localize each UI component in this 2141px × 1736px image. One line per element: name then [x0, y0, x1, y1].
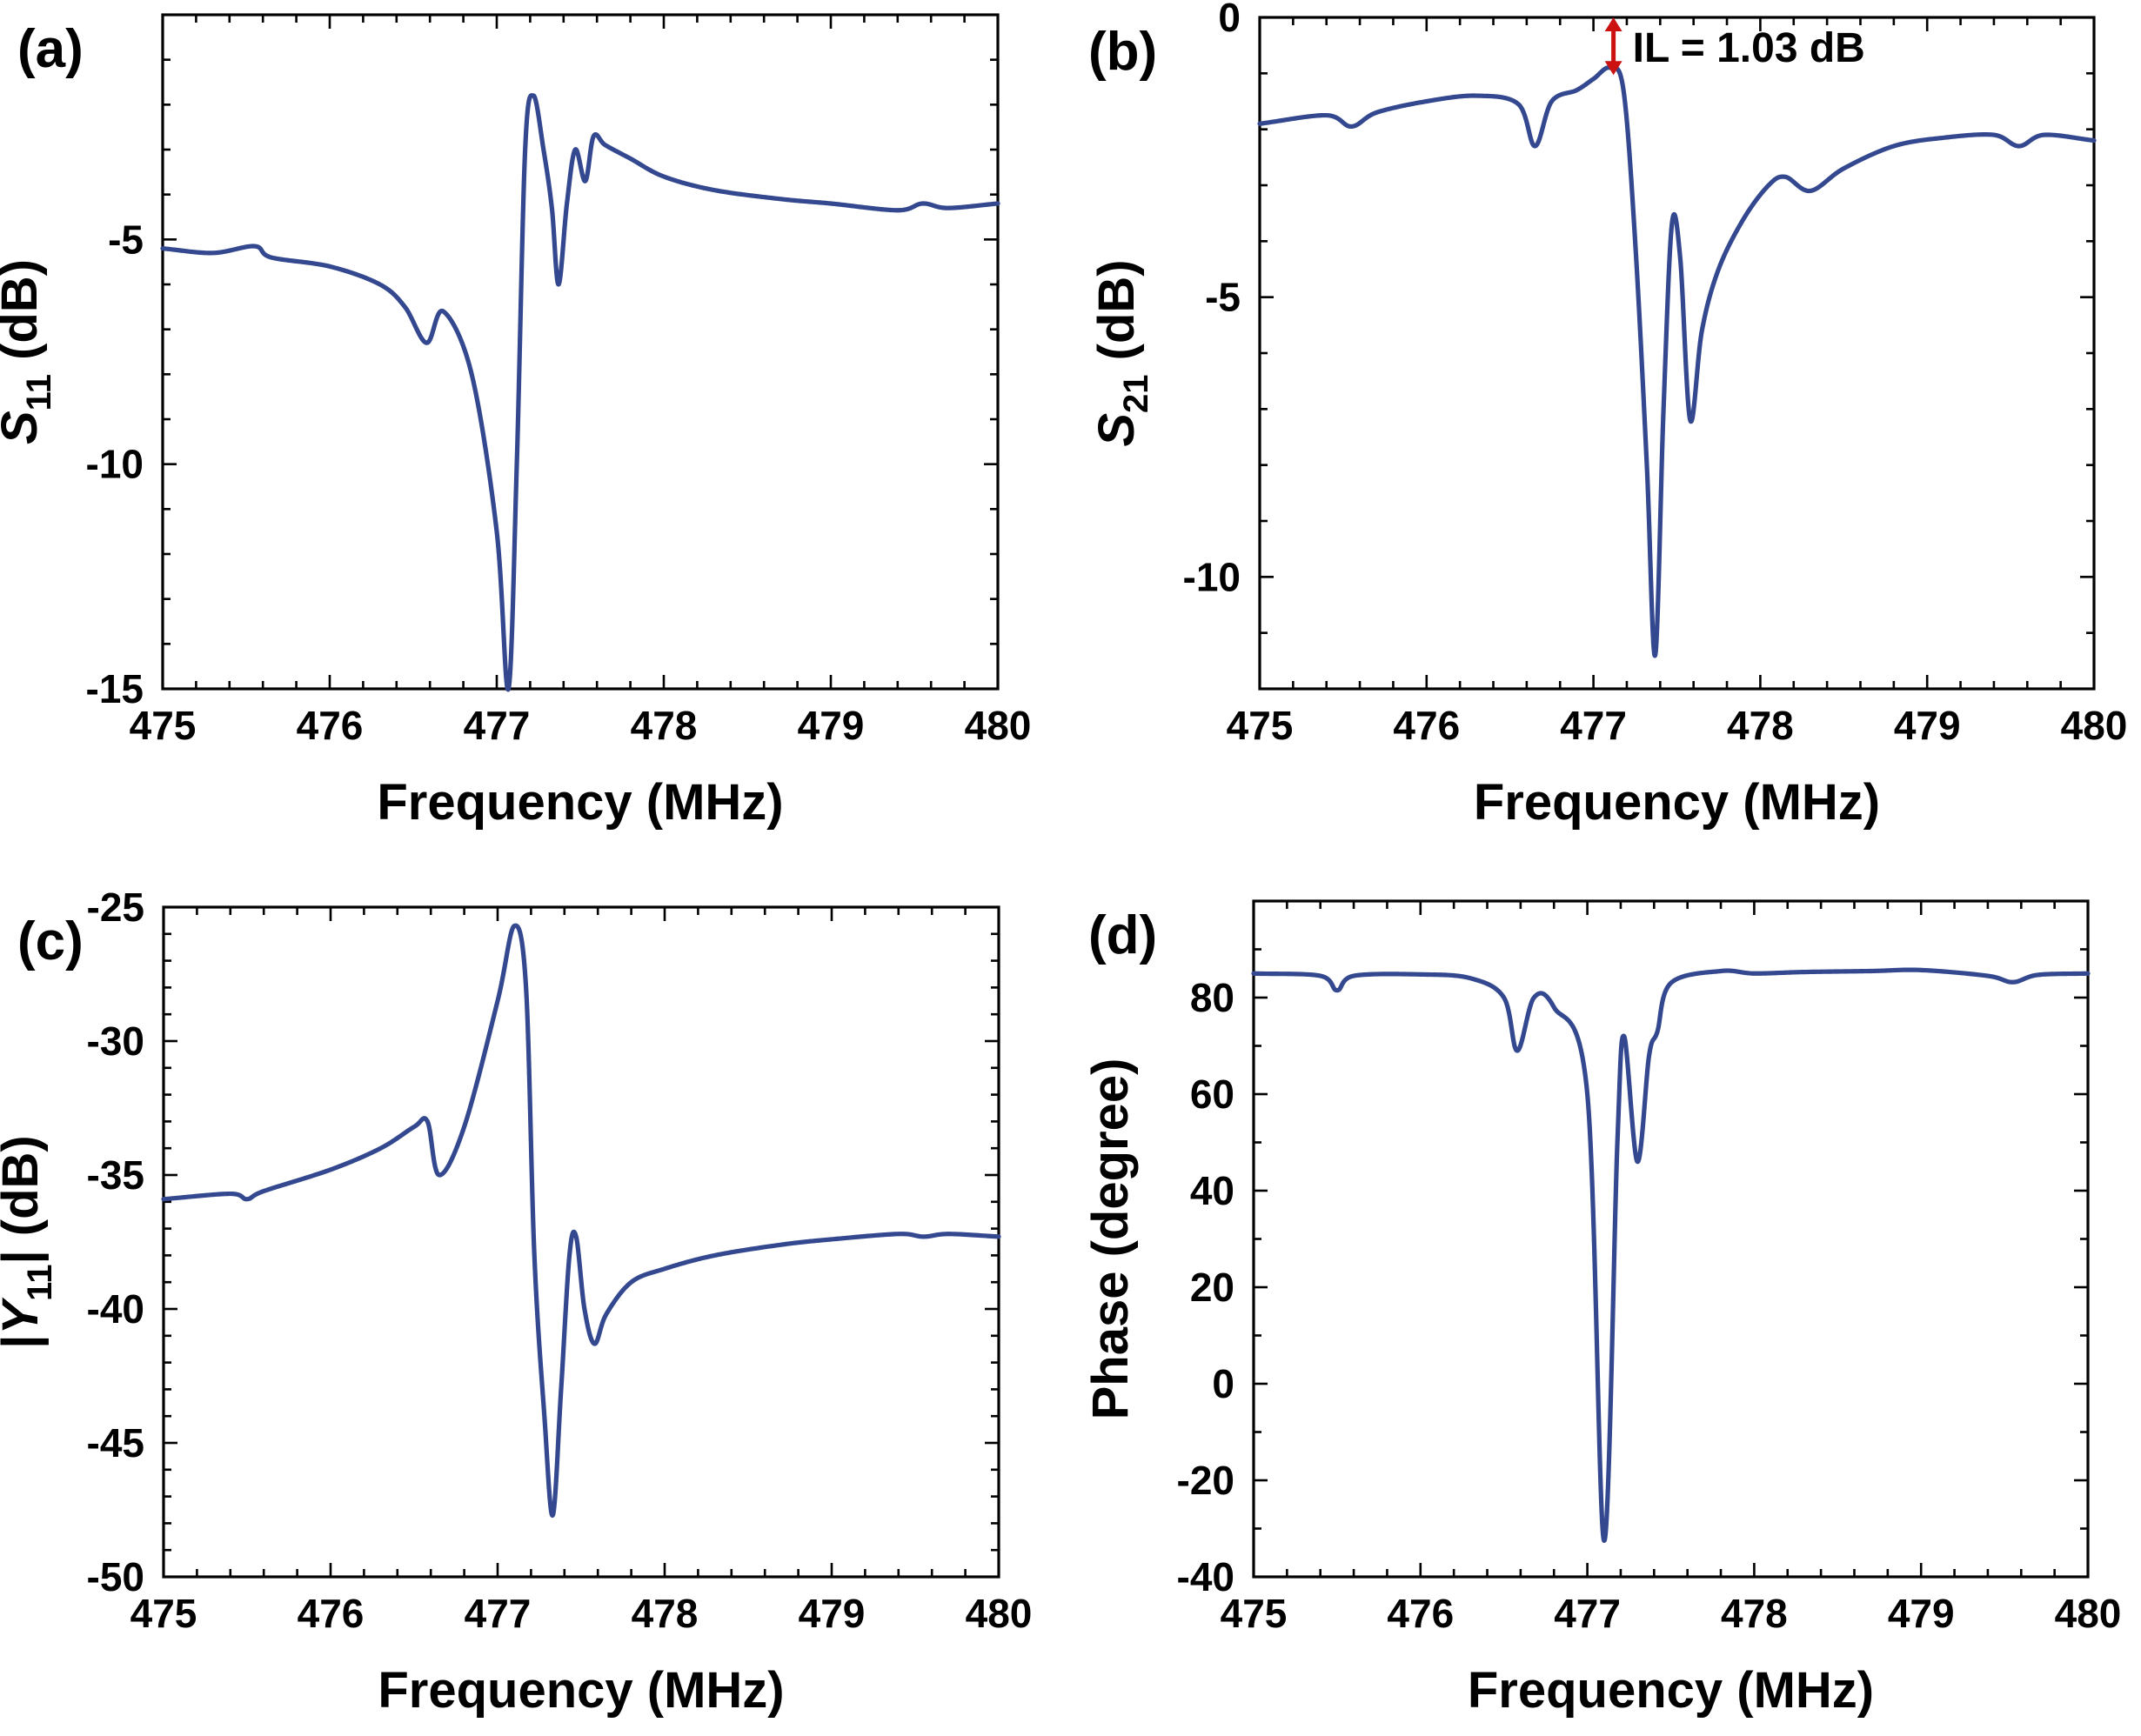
- svg-text:-40: -40: [87, 1286, 144, 1332]
- svg-text:-40: -40: [1177, 1554, 1234, 1599]
- svg-text:478: 478: [1721, 1591, 1788, 1636]
- svg-text:480: 480: [2055, 1591, 2122, 1636]
- svg-text:Phase (degree): Phase (degree): [1082, 1058, 1139, 1420]
- svg-text:477: 477: [465, 1591, 532, 1636]
- svg-text:20: 20: [1190, 1265, 1234, 1310]
- svg-text:Frequency (MHz): Frequency (MHz): [1474, 774, 1880, 831]
- svg-text:476: 476: [298, 1591, 365, 1636]
- svg-text:S21 (dB): S21 (dB): [1088, 259, 1155, 446]
- svg-text:479: 479: [798, 703, 865, 748]
- svg-text:-25: -25: [87, 885, 144, 930]
- svg-text:-5: -5: [1205, 275, 1241, 320]
- svg-text:477: 477: [1554, 1591, 1621, 1636]
- svg-text:-15: -15: [86, 666, 144, 711]
- svg-text:(a): (a): [17, 19, 84, 79]
- svg-text:480: 480: [2061, 703, 2128, 748]
- svg-text:40: 40: [1190, 1168, 1234, 1213]
- svg-text:0: 0: [1212, 1361, 1234, 1406]
- svg-text:60: 60: [1190, 1072, 1234, 1117]
- svg-text:-5: -5: [108, 217, 144, 262]
- svg-text:478: 478: [1727, 703, 1794, 748]
- svg-text:479: 479: [799, 1591, 866, 1636]
- svg-text:476: 476: [297, 703, 364, 748]
- svg-text:S11 (dB): S11 (dB): [0, 259, 58, 444]
- svg-text:476: 476: [1393, 703, 1460, 748]
- svg-text:-50: -50: [87, 1554, 144, 1599]
- svg-text:-10: -10: [86, 442, 144, 487]
- svg-text:|Y11| (dB): |Y11| (dB): [0, 1135, 59, 1349]
- svg-text:-10: -10: [1183, 554, 1241, 599]
- svg-text:480: 480: [966, 1591, 1033, 1636]
- svg-text:478: 478: [632, 1591, 699, 1636]
- svg-text:80: 80: [1190, 975, 1234, 1020]
- svg-text:Frequency (MHz): Frequency (MHz): [1468, 1662, 1874, 1719]
- svg-text:-30: -30: [87, 1018, 144, 1064]
- svg-text:(b): (b): [1088, 22, 1157, 82]
- svg-text:477: 477: [464, 703, 531, 748]
- svg-text:479: 479: [1888, 1591, 1955, 1636]
- svg-text:Frequency (MHz): Frequency (MHz): [378, 1662, 784, 1719]
- svg-text:IL = 1.03 dB: IL = 1.03 dB: [1633, 25, 1865, 71]
- svg-text:-45: -45: [87, 1420, 144, 1466]
- svg-text:-35: -35: [87, 1152, 144, 1198]
- svg-text:0: 0: [1218, 0, 1241, 40]
- svg-text:476: 476: [1387, 1591, 1454, 1636]
- svg-text:(d): (d): [1088, 905, 1157, 965]
- svg-text:480: 480: [965, 703, 1032, 748]
- svg-text:475: 475: [1227, 703, 1294, 748]
- svg-text:-20: -20: [1177, 1458, 1234, 1503]
- svg-text:477: 477: [1560, 703, 1627, 748]
- svg-text:(c): (c): [17, 911, 84, 971]
- svg-text:478: 478: [631, 703, 698, 748]
- svg-text:479: 479: [1894, 703, 1961, 748]
- svg-text:Frequency (MHz): Frequency (MHz): [377, 774, 783, 831]
